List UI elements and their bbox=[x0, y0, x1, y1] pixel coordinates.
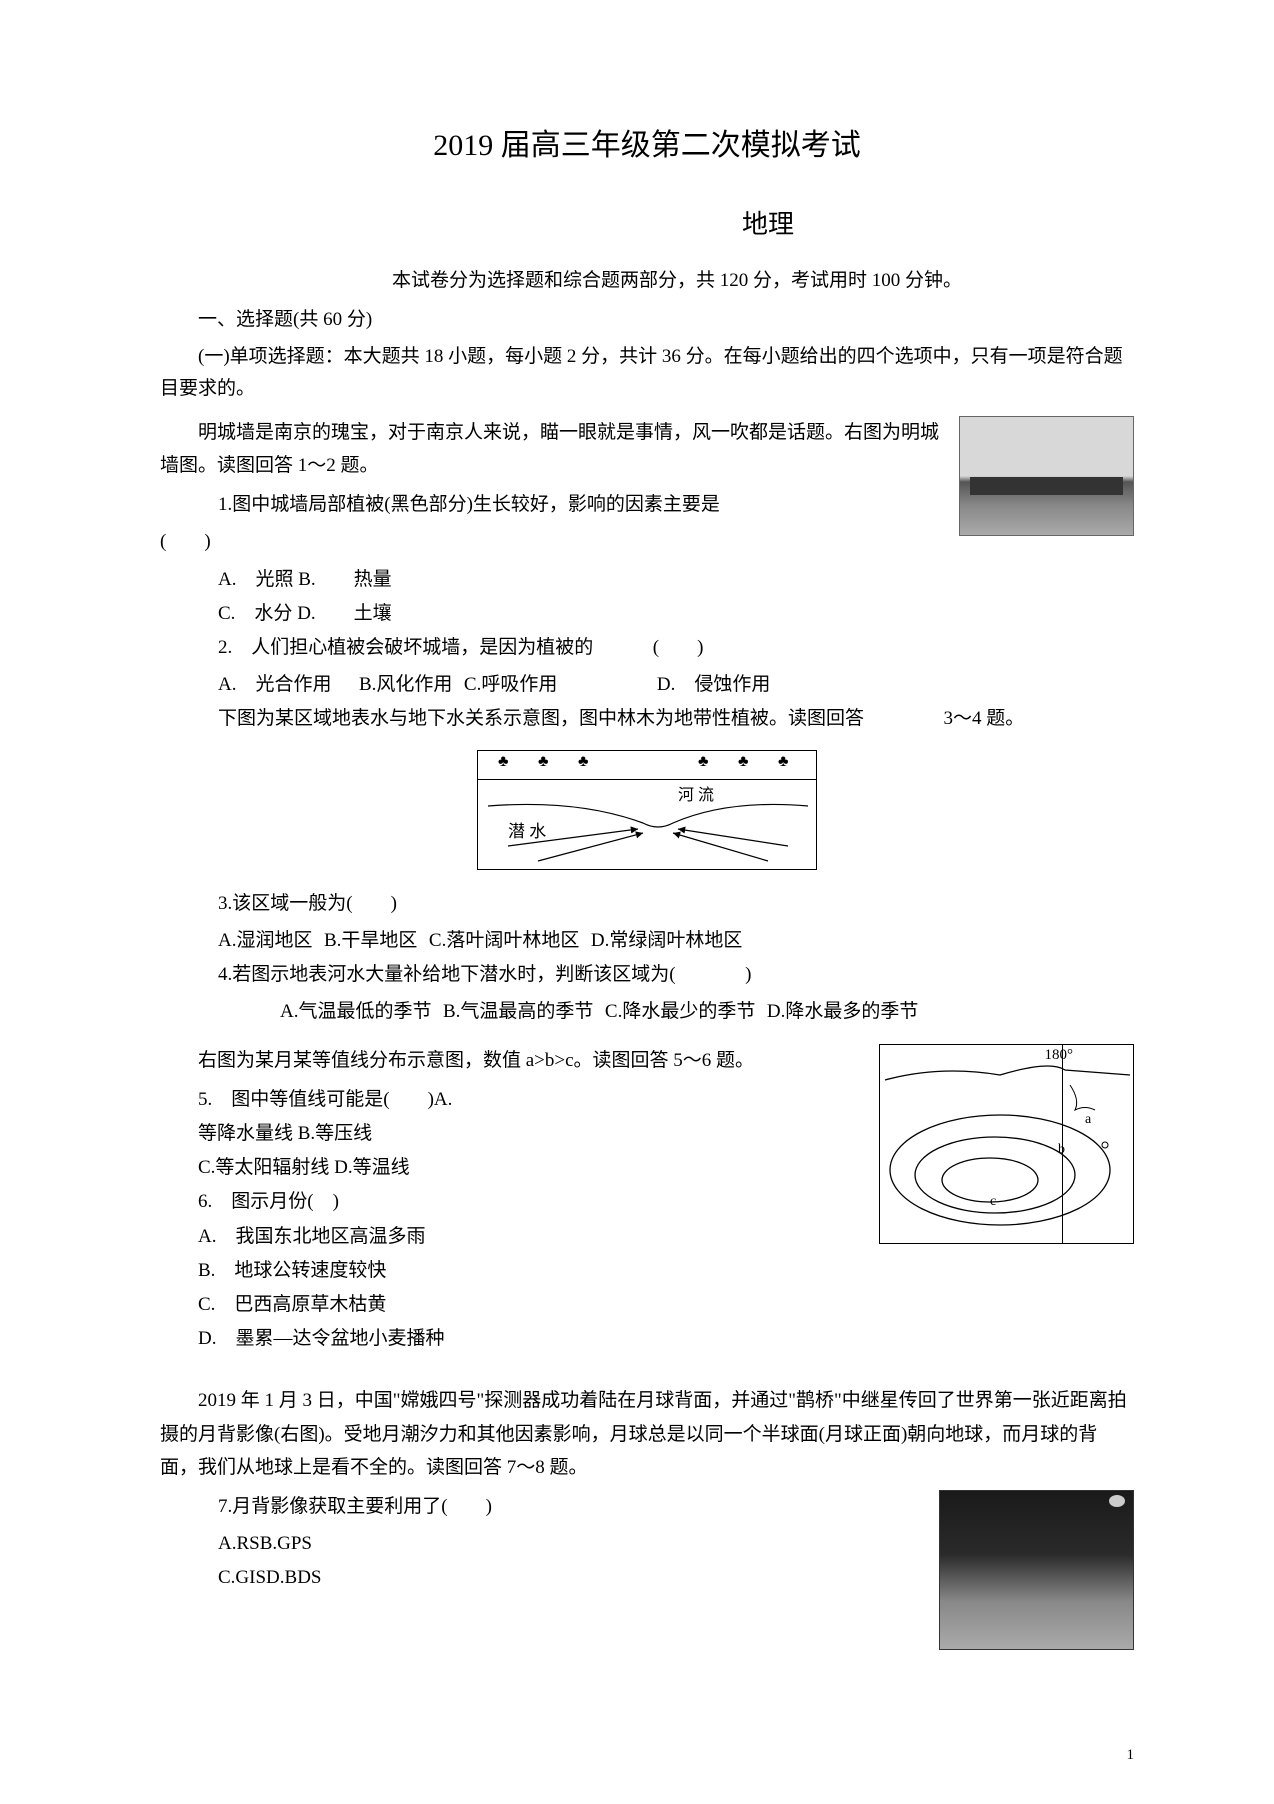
q1-options-cd: C. 水分 D. 土壤 bbox=[160, 597, 1134, 631]
moon-image bbox=[939, 1490, 1134, 1650]
q2-a: A. 光合作用 bbox=[218, 674, 331, 695]
q4-bracket: ) bbox=[745, 964, 751, 985]
q1-c: C. 水分 bbox=[218, 603, 292, 624]
q3-options: A.湿润地区 B.干旱地区 C.落叶阔叶林地区 D.常绿阔叶林地区 bbox=[160, 924, 1134, 958]
passage-2: 下图为某区域地表水与地下水关系示意图，图中林木为地带性植被。读图回答 bbox=[218, 708, 864, 729]
q4-stem: 4.若图示地表河水大量补给地下潜水时，判断该区域为( bbox=[218, 964, 676, 985]
q2-options: A. 光合作用 B.风化作用 C.呼吸作用 D. 侵蚀作用 bbox=[160, 668, 1134, 702]
exam-info: 本试卷分为选择题和综合题两部分，共 120 分，考试用时 100 分钟。 bbox=[160, 265, 1134, 292]
q6-d: D. 墨累—达令盆地小麦播种 bbox=[160, 1322, 1134, 1356]
q1-options-ab: A. 光照 B. 热量 bbox=[160, 563, 1134, 597]
groundwater-label: 潜 水 bbox=[508, 817, 546, 842]
q2-bracket: ( ) bbox=[653, 637, 704, 658]
q4-stem-row: 4.若图示地表河水大量补给地下潜水时，判断该区域为( ) bbox=[160, 958, 1134, 991]
wall-image bbox=[959, 416, 1134, 536]
q1-d: D. 土壤 bbox=[297, 603, 391, 624]
svg-text:b: b bbox=[1058, 1142, 1065, 1157]
svg-text:a: a bbox=[1085, 1112, 1092, 1127]
q7-c: C.GIS bbox=[218, 1567, 266, 1588]
q6-c: C. 巴西高原草木枯黄 bbox=[160, 1288, 1134, 1322]
q2-c: C.呼吸作用 bbox=[464, 674, 557, 695]
contour-map: 180° a b c bbox=[879, 1044, 1134, 1244]
groundwater-diagram: ♣ ♣ ♣ ♣ ♣ ♣ 河 流 潜 水 bbox=[160, 750, 1134, 875]
q2-stem: 2. 人们担心植被会破坏城墙，是因为植被的 bbox=[218, 637, 593, 658]
q3-d: D.常绿阔叶林地区 bbox=[591, 930, 742, 951]
section-1-header: 一、选择题(共 60 分) bbox=[160, 304, 1134, 331]
q4-d: D.降水最多的季节 bbox=[767, 1001, 918, 1022]
q3-b: B.干旱地区 bbox=[324, 930, 417, 951]
q3-c: C.落叶阔叶林地区 bbox=[429, 930, 579, 951]
page-title: 2019 届高三年级第二次模拟考试 bbox=[160, 120, 1134, 164]
page-number: 1 bbox=[1127, 1747, 1135, 1764]
q2-d: D. 侵蚀作用 bbox=[657, 674, 770, 695]
subject-title: 地理 bbox=[160, 204, 1134, 241]
q1-a: A. 光照 bbox=[218, 569, 293, 590]
q7-b: B.GPS bbox=[260, 1533, 312, 1554]
q3-a: A.湿润地区 bbox=[218, 930, 312, 951]
passage-2-row: 下图为某区域地表水与地下水关系示意图，图中林木为地带性植被。读图回答 3～4 题… bbox=[160, 702, 1134, 735]
q7-d: D.BDS bbox=[266, 1567, 321, 1588]
section-1-sub: (一)单项选择题：本大题共 18 小题，每小题 2 分，共计 36 分。在每小题… bbox=[160, 341, 1134, 406]
passage-4: 2019 年 1 月 3 日，中国"嫦娥四号"探测器成功着陆在月球背面，并通过"… bbox=[160, 1384, 1134, 1484]
svg-text:c: c bbox=[990, 1194, 996, 1209]
q7-a: A.RS bbox=[218, 1533, 260, 1554]
q4-b: B.气温最高的季节 bbox=[443, 1001, 593, 1022]
q6-b: B. 地球公转速度较快 bbox=[160, 1254, 1134, 1288]
q4-c: C.降水最少的季节 bbox=[605, 1001, 755, 1022]
q4-options: A.气温最低的季节 B.气温最高的季节 C.降水最少的季节 D.降水最多的季节 bbox=[160, 995, 1134, 1029]
passage-2-ref: 3～4 题。 bbox=[944, 708, 1025, 729]
q2-b: B.风化作用 bbox=[359, 674, 452, 695]
q2-stem-row: 2. 人们担心植被会破坏城墙，是因为植被的 ( ) bbox=[160, 631, 1134, 664]
q3-stem: 3.该区域一般为( ) bbox=[160, 887, 1134, 920]
q1-b: B. 热量 bbox=[298, 569, 391, 590]
q4-a: A.气温最低的季节 bbox=[280, 1001, 431, 1022]
